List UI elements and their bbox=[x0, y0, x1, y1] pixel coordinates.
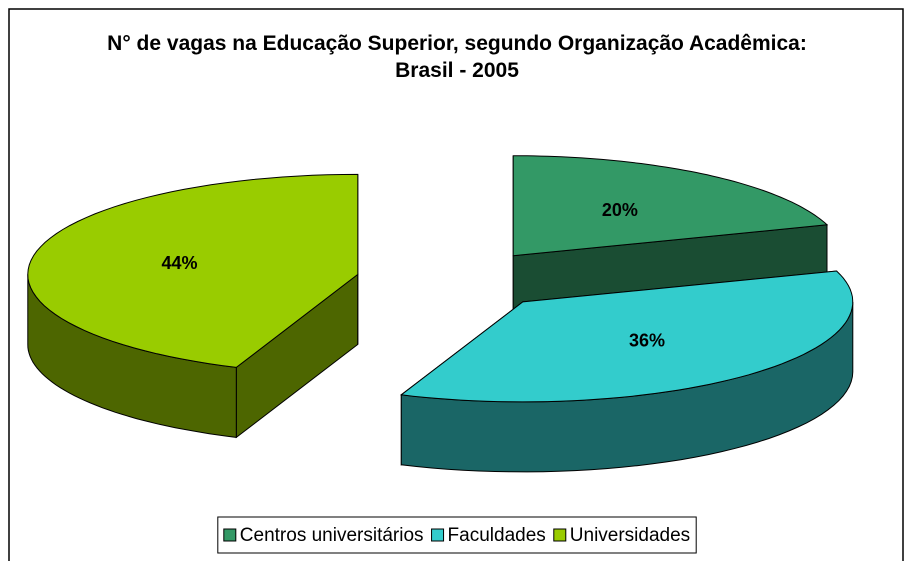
legend-box bbox=[217, 516, 697, 554]
slice-top bbox=[400, 270, 854, 403]
slice-top bbox=[27, 173, 359, 368]
legend-swatch bbox=[431, 528, 445, 542]
value-label: 44% bbox=[161, 253, 197, 273]
slice-top bbox=[512, 155, 829, 257]
value-label: 20% bbox=[602, 200, 638, 220]
legend-swatch bbox=[553, 528, 567, 542]
slice bbox=[400, 270, 854, 473]
slice bbox=[27, 173, 359, 439]
chart-title: N° de vagas na Educação Superior, segund… bbox=[107, 32, 807, 82]
legend-label: Faculdades bbox=[448, 525, 546, 546]
chart-border bbox=[8, 8, 904, 561]
value-label: 36% bbox=[629, 331, 665, 351]
legend-swatch bbox=[223, 528, 237, 542]
legend-label: Universidades bbox=[570, 525, 690, 546]
legend-label: Centros universitários bbox=[240, 525, 424, 546]
